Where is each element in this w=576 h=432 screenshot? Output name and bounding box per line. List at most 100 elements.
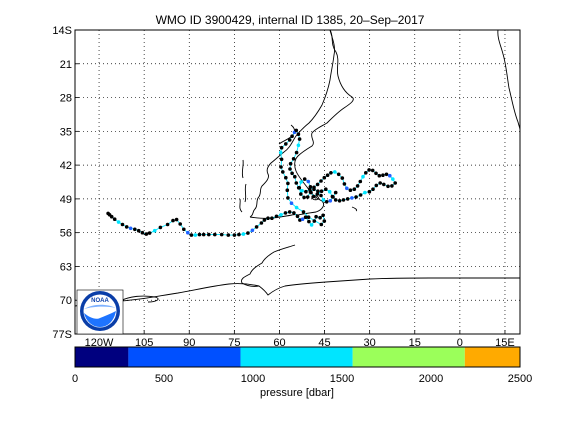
lon-tick-label: 15 — [409, 337, 421, 349]
profile-point — [371, 187, 375, 191]
profile-point — [393, 181, 398, 185]
profile-point — [324, 200, 329, 204]
profile-point — [333, 190, 338, 195]
profile-point — [301, 210, 306, 214]
lat-tick-label: 42 — [60, 160, 72, 172]
profile-point — [128, 226, 133, 231]
colorbar-tick-label: 500 — [155, 373, 173, 385]
coastline-south-america-west — [249, 30, 335, 218]
profile-point — [178, 222, 182, 226]
lon-tick-label: 45 — [318, 337, 330, 349]
lon-tick-label: 75 — [228, 337, 240, 349]
profile-point — [259, 221, 264, 225]
coastline-africa — [497, 30, 520, 131]
profile-point — [336, 172, 341, 177]
profile-point — [284, 175, 288, 180]
profile-point — [315, 192, 320, 196]
profile-point — [319, 179, 323, 183]
profile-point — [286, 196, 290, 200]
profile-point — [303, 215, 308, 219]
profile-point — [391, 177, 395, 181]
colorbar-tick-label: 2500 — [508, 373, 532, 385]
profile-point — [358, 179, 363, 184]
profile-point — [287, 210, 292, 214]
profile-point — [201, 232, 206, 237]
profile-point — [312, 219, 317, 223]
lat-tick-label: 77S — [52, 329, 72, 341]
profile-point — [361, 174, 365, 179]
profile-point — [171, 218, 175, 223]
profile-point — [319, 189, 324, 193]
profile-point — [294, 181, 299, 185]
profile-point — [246, 231, 250, 235]
profile-point — [189, 233, 194, 237]
colorbar-tick-label: 2000 — [419, 373, 443, 385]
profile-point — [304, 189, 308, 194]
colorbar-segment — [128, 347, 241, 367]
profile-point — [321, 213, 325, 218]
profile-point — [311, 194, 316, 199]
profile-point — [340, 176, 345, 180]
profile-point — [374, 183, 379, 188]
profile-point — [207, 232, 211, 237]
profile-point — [290, 134, 294, 138]
lon-tick-label: 15E — [495, 337, 515, 349]
profile-point — [299, 192, 303, 196]
profile-point — [288, 161, 293, 166]
profile-point — [302, 177, 307, 181]
profile-point — [288, 167, 292, 171]
profile-point — [112, 217, 117, 221]
profile-point — [254, 225, 259, 229]
profile-point — [367, 189, 372, 194]
profile-point — [384, 172, 389, 177]
profile-point — [283, 211, 288, 215]
profile-point — [270, 216, 274, 220]
colorbar-tick-label: 1000 — [241, 373, 265, 385]
float-track — [106, 128, 398, 237]
profile-point — [213, 232, 217, 237]
profile-point — [136, 228, 141, 233]
profile-point — [165, 222, 170, 227]
profile-point — [305, 195, 310, 199]
profile-point — [292, 211, 296, 215]
profile-point — [345, 186, 349, 191]
profile-point — [345, 197, 350, 201]
coastlines — [75, 30, 520, 307]
profile-point — [302, 195, 306, 200]
profile-point — [321, 198, 326, 202]
coastline-tierra-del-fuego — [249, 214, 299, 219]
figure-title: WMO ID 3900429, internal ID 1385, 20–Sep… — [156, 13, 425, 27]
profile-point — [316, 189, 320, 193]
profile-point — [289, 201, 294, 205]
profile-point — [386, 184, 390, 189]
profile-point — [307, 219, 311, 224]
profile-point — [337, 199, 342, 203]
profile-point — [370, 168, 375, 173]
profile-point — [308, 189, 313, 194]
profile-point — [324, 187, 328, 191]
profile-point — [285, 188, 290, 192]
lon-tick-label: 60 — [273, 337, 285, 349]
profile-point — [331, 195, 335, 199]
graticule — [75, 30, 520, 335]
lat-tick-label: 49 — [60, 194, 72, 206]
profile-point — [390, 184, 394, 188]
map-frame — [74, 29, 521, 335]
profile-point — [333, 170, 337, 174]
profile-point — [367, 168, 371, 172]
profile-point — [226, 233, 231, 237]
lat-tick-label: 35 — [60, 126, 72, 138]
colorbar-segment — [352, 347, 465, 367]
profile-point — [381, 173, 385, 177]
profile-point — [322, 219, 327, 223]
lat-tick-label: 70 — [60, 295, 72, 307]
profile-point — [377, 173, 382, 178]
coastline-south-america-east — [294, 30, 354, 216]
profile-point — [306, 215, 311, 219]
profile-point — [319, 222, 324, 227]
lon-tick-label: 105 — [135, 337, 153, 349]
profile-point — [342, 182, 347, 186]
profile-point — [325, 173, 330, 177]
profile-point — [290, 171, 294, 176]
